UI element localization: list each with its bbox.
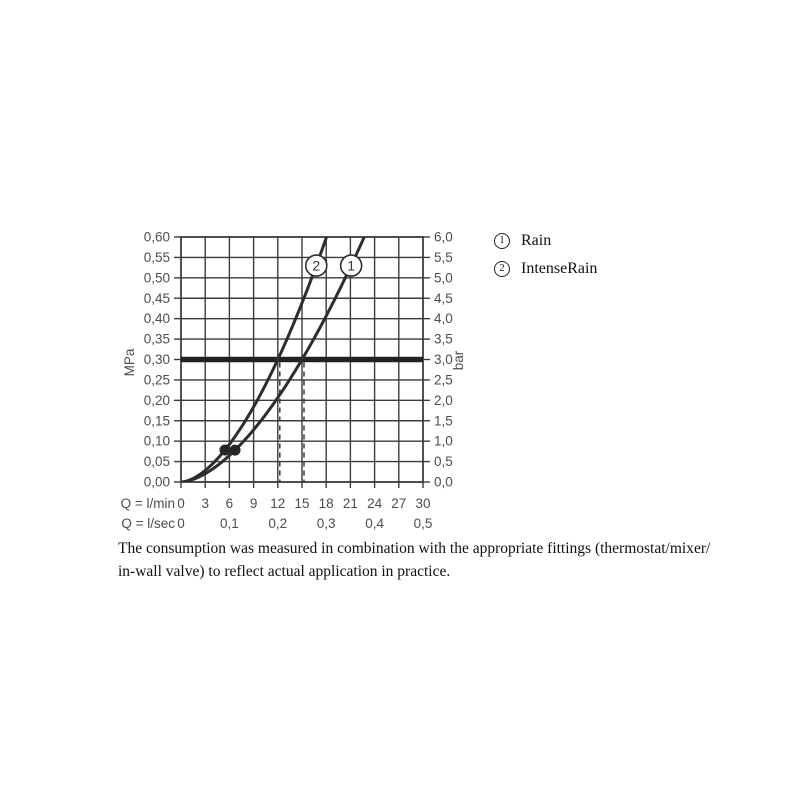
svg-text:0,25: 0,25 <box>144 372 170 387</box>
svg-text:1,0: 1,0 <box>434 434 453 449</box>
svg-text:12: 12 <box>270 496 285 511</box>
svg-text:24: 24 <box>367 496 383 511</box>
svg-text:bar: bar <box>451 350 466 370</box>
svg-text:5,5: 5,5 <box>434 250 453 265</box>
svg-text:3,0: 3,0 <box>434 352 453 367</box>
svg-text:15: 15 <box>294 496 309 511</box>
circled-number-2-icon: 2 <box>494 261 510 277</box>
svg-text:3: 3 <box>201 496 209 511</box>
svg-text:Q = l/sec: Q = l/sec <box>121 516 175 531</box>
svg-text:0: 0 <box>177 496 185 511</box>
svg-text:30: 30 <box>415 496 430 511</box>
svg-text:0,55: 0,55 <box>144 250 170 265</box>
svg-text:6: 6 <box>226 496 234 511</box>
svg-text:0,00: 0,00 <box>144 475 170 490</box>
caption-line-2: in-wall valve) to reflect actual applica… <box>118 562 451 580</box>
svg-text:18: 18 <box>319 496 334 511</box>
svg-text:0,30: 0,30 <box>144 352 170 367</box>
svg-text:0,2: 0,2 <box>268 516 287 531</box>
svg-text:4,5: 4,5 <box>434 291 453 306</box>
svg-text:1,5: 1,5 <box>434 413 453 428</box>
legend-item-rain: 1 Rain <box>494 231 597 251</box>
legend-label-intenserain: IntenseRain <box>521 260 598 277</box>
flow-pressure-chart: 0,000,050,100,150,200,250,300,350,400,45… <box>121 230 466 532</box>
svg-text:2,0: 2,0 <box>434 393 453 408</box>
svg-text:MPa: MPa <box>122 348 137 376</box>
legend-item-intenserain: 2 IntenseRain <box>494 259 597 279</box>
svg-text:27: 27 <box>391 496 406 511</box>
svg-text:0,5: 0,5 <box>414 516 433 531</box>
svg-text:0,3: 0,3 <box>317 516 336 531</box>
svg-text:4,0: 4,0 <box>434 311 453 326</box>
caption-line-1: The consumption was measured in combinat… <box>118 540 711 557</box>
svg-text:9: 9 <box>250 496 258 511</box>
svg-text:6,0: 6,0 <box>434 230 453 245</box>
caption: The consumption was measured in combinat… <box>118 538 718 583</box>
svg-text:0,60: 0,60 <box>144 230 170 245</box>
svg-text:0,10: 0,10 <box>144 434 170 449</box>
svg-text:3,5: 3,5 <box>434 332 453 347</box>
svg-text:1: 1 <box>347 258 355 274</box>
svg-text:0,35: 0,35 <box>144 332 170 347</box>
svg-text:0,45: 0,45 <box>144 291 170 306</box>
svg-text:0: 0 <box>177 516 185 531</box>
svg-text:0,50: 0,50 <box>144 270 170 285</box>
svg-text:0,40: 0,40 <box>144 311 170 326</box>
svg-text:0,05: 0,05 <box>144 454 170 469</box>
svg-text:0,20: 0,20 <box>144 393 170 408</box>
svg-text:Q = l/min: Q = l/min <box>121 496 175 511</box>
svg-text:5,0: 5,0 <box>434 270 453 285</box>
svg-text:2: 2 <box>312 258 320 274</box>
svg-text:21: 21 <box>343 496 358 511</box>
svg-text:2,5: 2,5 <box>434 372 453 387</box>
svg-text:0,5: 0,5 <box>434 454 453 469</box>
circled-number-1-icon: 1 <box>494 233 510 249</box>
svg-text:0,0: 0,0 <box>434 475 453 490</box>
svg-text:0,1: 0,1 <box>220 516 239 531</box>
legend-label-rain: Rain <box>521 232 552 249</box>
svg-text:0,15: 0,15 <box>144 413 170 428</box>
svg-text:0,4: 0,4 <box>365 516 384 531</box>
legend: 1 Rain 2 IntenseRain <box>494 231 597 287</box>
